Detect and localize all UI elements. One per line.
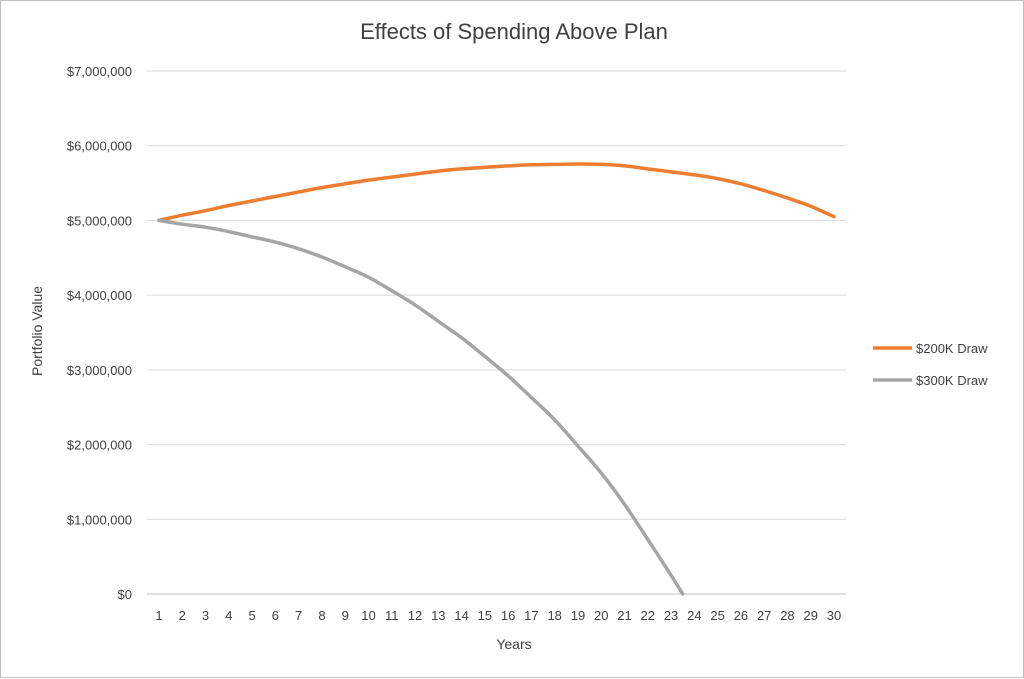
gridlines: [147, 70, 846, 595]
x-tick-label: 28: [780, 608, 794, 623]
x-tick-label: 23: [664, 608, 678, 623]
y-tick-label: $3,000,000: [67, 363, 132, 378]
y-tick-label: $4,000,000: [67, 288, 132, 303]
series-line-1: [157, 162, 836, 223]
x-tick-label: 9: [342, 608, 349, 623]
chart-title: Effects of Spending Above Plan: [360, 19, 668, 44]
y-tick-label: $2,000,000: [67, 438, 132, 453]
x-tick-label: 6: [272, 608, 279, 623]
x-axis-tick-labels: 1 2 3 4 5 6 7 8 9 10 11 12 13 14 15 16 17 18 19 20 21 22 23 24 2…: [155, 608, 841, 623]
legend-label: $300K Draw: [916, 373, 988, 388]
x-tick-label: 14: [454, 608, 468, 623]
x-tick-label: 22: [641, 608, 655, 623]
x-tick-label: 18: [547, 608, 561, 623]
x-tick-label: 8: [318, 608, 325, 623]
x-tick-label: 17: [524, 608, 538, 623]
x-tick-label: 5: [248, 608, 255, 623]
x-tick-label: 19: [571, 608, 585, 623]
legend-label: $200K Draw: [916, 341, 988, 356]
x-tick-label: 15: [478, 608, 492, 623]
y-tick-label: $1,000,000: [67, 512, 132, 527]
x-tick-label: 10: [361, 608, 375, 623]
x-tick-label: 7: [295, 608, 302, 623]
x-tick-label: 20: [594, 608, 608, 623]
x-tick-label: 24: [687, 608, 701, 623]
y-tick-label: $5,000,000: [67, 213, 132, 228]
x-tick-label: 16: [501, 608, 515, 623]
y-axis-title: Portfolio Value: [29, 286, 45, 376]
x-tick-label: 11: [385, 608, 399, 623]
y-tick-label: $7,000,000: [67, 64, 132, 79]
x-tick-label: 30: [827, 608, 841, 623]
x-tick-label: 2: [179, 608, 186, 623]
legend: $200K Draw $300K Draw: [873, 341, 988, 388]
x-tick-label: 1: [155, 608, 162, 623]
x-tick-label: 21: [617, 608, 631, 623]
series-lines: [157, 162, 836, 596]
x-tick-label: 4: [225, 608, 232, 623]
x-tick-label: 27: [757, 608, 771, 623]
x-axis-title: Years: [496, 636, 531, 652]
series-line-2: [157, 218, 685, 596]
x-tick-label: 26: [734, 608, 748, 623]
y-tick-label: $6,000,000: [67, 139, 132, 154]
x-tick-label: 25: [710, 608, 724, 623]
x-tick-label: 29: [803, 608, 817, 623]
x-tick-label: 12: [408, 608, 422, 623]
y-tick-label: $0: [118, 587, 132, 602]
x-tick-label: 3: [202, 608, 209, 623]
y-axis-tick-labels: $0 $1,000,000 $2,000,000 $3,000,000 $4,000,0…: [67, 64, 132, 602]
x-tick-label: 13: [431, 608, 445, 623]
